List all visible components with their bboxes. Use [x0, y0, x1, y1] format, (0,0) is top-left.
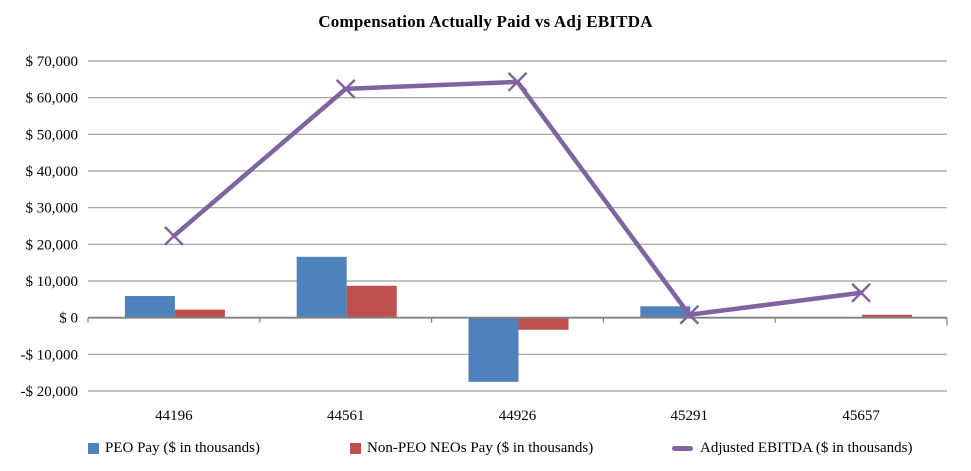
legend-item-adjusted-ebitda: Adjusted EBITDA ($ in thousands) — [672, 440, 912, 457]
y-tick-label: $ 0 — [59, 311, 78, 327]
y-tick-label: $ 10,000 — [26, 274, 79, 290]
x-tick-label: 44561 — [327, 408, 365, 424]
legend: PEO Pay ($ in thousands) Non-PEO NEOs Pa… — [0, 438, 971, 460]
legend-item-peo-pay: PEO Pay ($ in thousands) — [88, 440, 260, 457]
legend-item-non-peo-pay: Non-PEO NEOs Pay ($ in thousands) — [350, 440, 593, 457]
y-tick-label: $ 50,000 — [26, 127, 79, 143]
x-tick-label: 45291 — [671, 408, 709, 424]
adjusted-ebitda-marker — [335, 79, 356, 99]
bar-peo-pay — [468, 317, 519, 382]
peo-pay-bar-swatch-icon — [88, 443, 99, 454]
legend-label-peo-pay: PEO Pay ($ in thousands) — [105, 440, 260, 456]
y-tick-label: -$ 10,000 — [21, 347, 79, 363]
adjusted-ebitda-line-swatch-icon — [672, 446, 693, 451]
bar-peo-pay — [296, 256, 347, 318]
bar-non-peo-pay — [862, 314, 913, 318]
x-tick-label: 44196 — [155, 408, 193, 424]
bar-peo-pay — [640, 306, 691, 318]
x-tick-label: 44926 — [499, 408, 537, 424]
chart-title: Compensation Actually Paid vs Adj EBITDA — [318, 12, 653, 31]
adjusted-ebitda-marker — [164, 226, 184, 246]
bar-non-peo-pay — [518, 317, 569, 330]
legend-label-adjusted-ebitda: Adjusted EBITDA ($ in thousands) — [700, 440, 913, 456]
y-tick-label: $ 40,000 — [26, 164, 79, 180]
y-tick-label: $ 20,000 — [26, 237, 79, 253]
non-peo-pay-bar-swatch-icon — [350, 443, 361, 454]
bar-non-peo-pay — [174, 309, 225, 318]
y-tick-label: $ 30,000 — [26, 201, 79, 217]
y-tick-label: $ 60,000 — [26, 91, 79, 107]
y-tick-label: $ 70,000 — [26, 54, 79, 70]
legend-label-non-peo-pay: Non-PEO NEOs Pay ($ in thousands) — [367, 440, 594, 456]
adjusted-ebitda-marker — [507, 72, 528, 92]
adjusted-ebitda-marker — [851, 282, 871, 303]
adjusted-ebitda-line — [171, 79, 864, 317]
bar-peo-pay — [124, 296, 175, 318]
y-tick-label: -$ 20,000 — [21, 384, 79, 400]
bar-non-peo-pay — [346, 285, 397, 318]
x-tick-label: 45657 — [842, 408, 880, 424]
adjusted-ebitda-marker — [679, 304, 700, 325]
